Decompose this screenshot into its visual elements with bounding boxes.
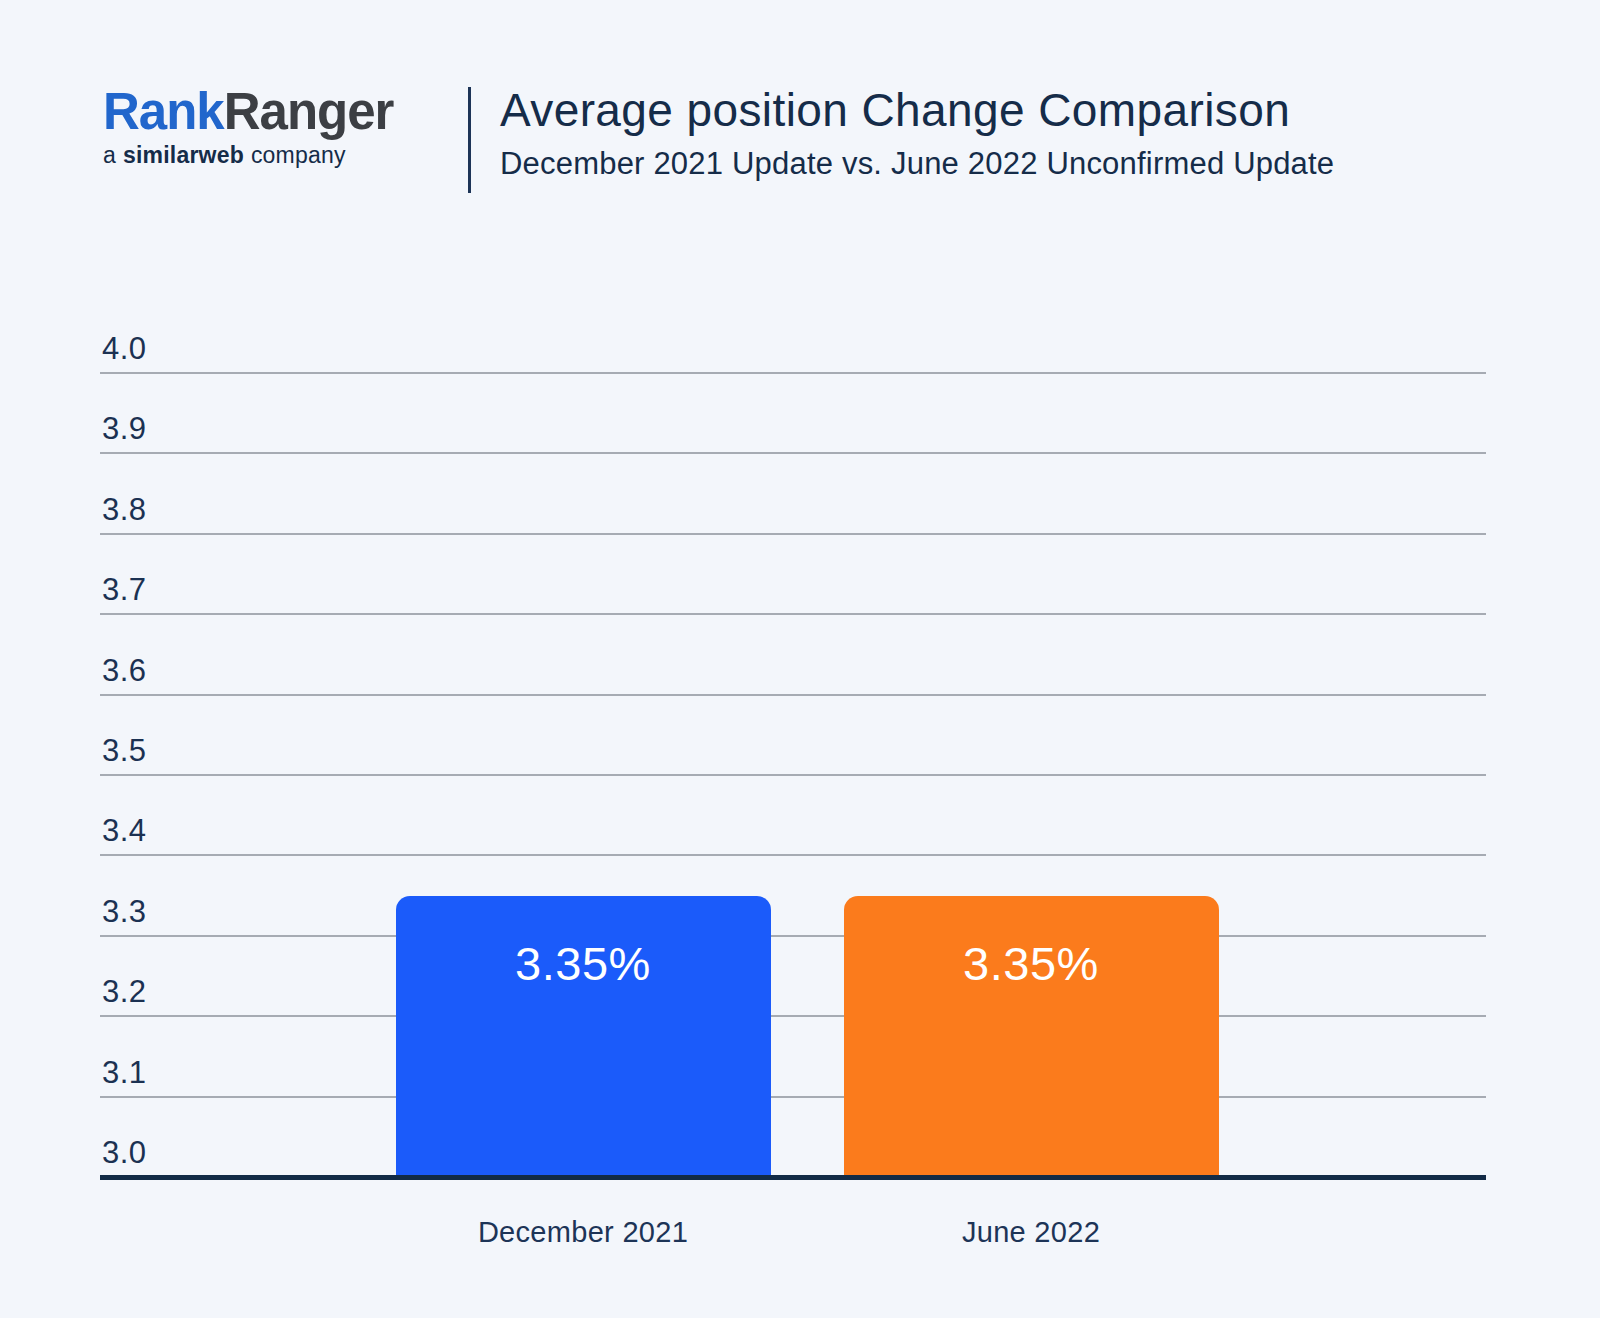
gridline <box>100 1015 1486 1017</box>
gridline <box>100 935 1486 937</box>
bar-value-label: 3.35% <box>844 936 1219 991</box>
gridline <box>100 854 1486 856</box>
gridline <box>100 533 1486 535</box>
x-axis-category-label: December 2021 <box>396 1216 771 1249</box>
gridline <box>100 694 1486 696</box>
y-axis-tick-label: 3.9 <box>102 412 147 446</box>
y-axis-tick-label: 3.1 <box>102 1056 147 1090</box>
y-axis-tick-label: 3.3 <box>102 895 147 929</box>
bar-chart: 3.0 3.1 3.2 3.3 3.4 3.5 3.6 3.7 3.8 3.9 4.0 3.35% De… <box>100 0 1486 1318</box>
bar-june-2022: 3.35% <box>844 896 1219 1177</box>
y-axis-tick-label: 3.8 <box>102 493 147 527</box>
gridline <box>100 613 1486 615</box>
y-axis-tick-label: 4.0 <box>102 332 147 366</box>
gridline <box>100 372 1486 374</box>
y-axis-tick-label: 3.0 <box>102 1136 147 1170</box>
gridline <box>100 774 1486 776</box>
bar-value-label: 3.35% <box>396 936 771 991</box>
gridline <box>100 452 1486 454</box>
y-axis-tick-label: 3.7 <box>102 573 147 607</box>
bar-december-2021: 3.35% <box>396 896 771 1177</box>
gridline <box>100 1096 1486 1098</box>
y-axis-tick-label: 3.4 <box>102 814 147 848</box>
y-axis-tick-label: 3.2 <box>102 975 147 1009</box>
x-axis-line <box>100 1175 1486 1180</box>
y-axis-tick-label: 3.6 <box>102 654 147 688</box>
infographic-canvas: RankRanger a similarweb company Average … <box>0 0 1600 1318</box>
x-axis-category-label: June 2022 <box>844 1216 1219 1249</box>
y-axis-tick-label: 3.5 <box>102 734 147 768</box>
